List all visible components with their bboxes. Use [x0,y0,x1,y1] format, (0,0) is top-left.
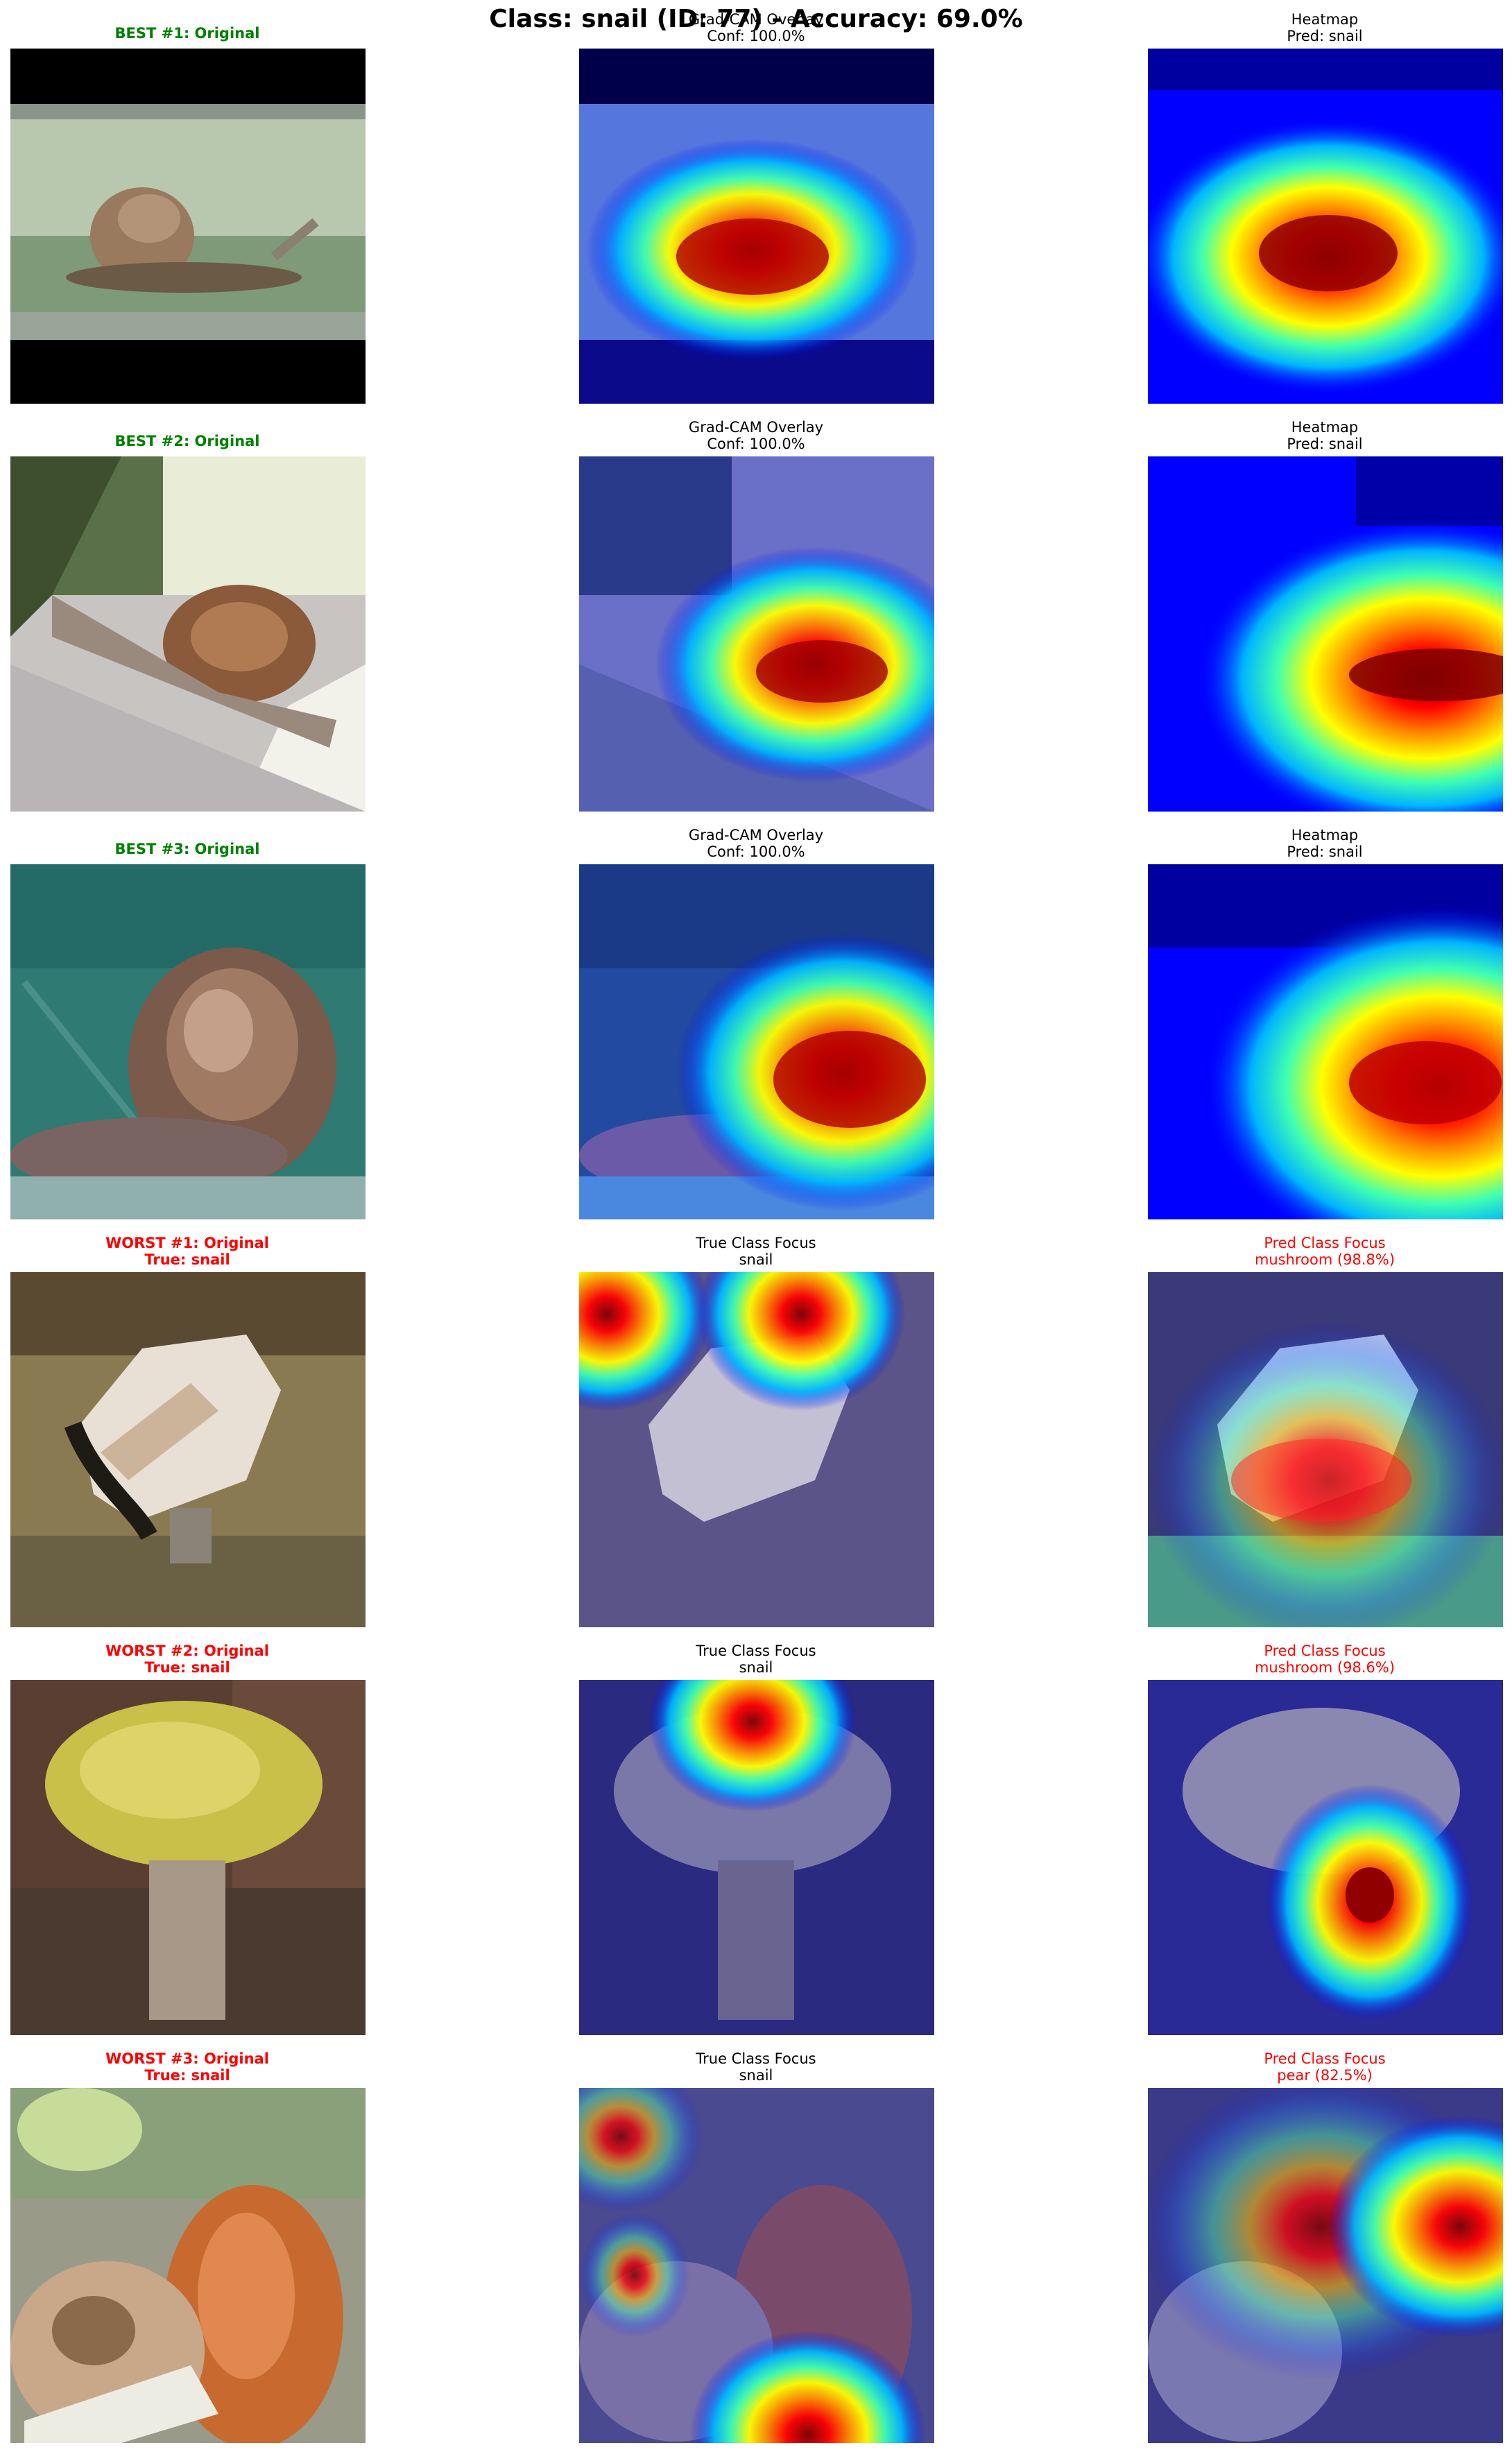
overlay-title: True Class Focus snail [696,2050,816,2084]
original-title: BEST #1: Original [114,25,260,42]
gradcam-overlay [579,1680,934,2035]
original-image [10,1680,366,2035]
gradcam-overlay [579,49,934,404]
heatmap-title: Pred Class Focus mushroom (98.6%) [1254,1643,1395,1676]
gradcam-overlay [579,456,934,812]
gradcam-overlay [579,864,934,1219]
original-image [10,864,366,1219]
heatmap-title: Heatmap Pred: snail [1287,419,1363,452]
gradcam-overlay [579,2088,934,2443]
original-title: BEST #2: Original [114,433,260,449]
heatmap-title: Heatmap Pred: snail [1287,11,1363,44]
original-image [10,49,366,404]
original-title: WORST #3: Original True: snail [105,2050,269,2084]
heatmap-image [1148,1680,1503,2035]
original-title: WORST #2: Original True: snail [105,1643,269,1676]
overlay-title: Grad-CAM Overlay Conf: 100.0% [688,827,824,860]
figure-title: Class: snail (ID: 77) - Accuracy: 69.0% [489,5,1023,33]
gradcam-overlay [579,1272,934,1627]
heatmap-title: Pred Class Focus pear (82.5%) [1264,2050,1386,2084]
original-title: WORST #1: Original True: snail [105,1235,269,1268]
heatmap-image [1148,1272,1503,1627]
heatmap-title: Pred Class Focus mushroom (98.8%) [1254,1235,1395,1268]
overlay-title: True Class Focus snail [696,1235,816,1268]
original-image [10,1272,366,1627]
heatmap-title: Heatmap Pred: snail [1287,827,1363,860]
heatmap-image [1148,864,1503,1219]
overlay-title: Grad-CAM Overlay Conf: 100.0% [688,419,824,452]
original-title: BEST #3: Original [114,841,260,857]
heatmap-image [1148,49,1503,404]
overlay-title: True Class Focus snail [696,1643,816,1676]
heatmap-image [1148,2088,1503,2443]
original-image [10,2088,366,2443]
overlay-title: Grad-CAM Overlay Conf: 100.0% [688,11,824,44]
heatmap-image [1148,456,1503,812]
original-image [10,456,366,812]
